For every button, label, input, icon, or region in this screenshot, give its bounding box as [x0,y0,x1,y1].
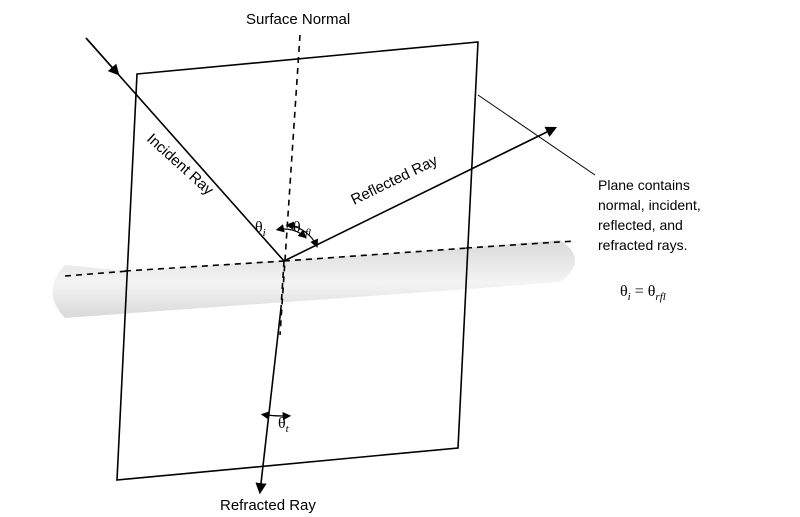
equation-theta-i-eq-theta-rfl: θi = θrfl [620,283,666,303]
interface-surface [53,240,576,318]
refracted-ray-label: Refracted Ray [220,497,316,514]
theta-t-label: θt [278,415,290,435]
reflected-ray-label: Reflected Ray [348,152,441,209]
incident-ray-arrow [86,38,118,74]
plane-note-line-1: Plane contains [598,177,690,193]
theta-rfl-label: θrfl [293,219,311,239]
plane-note-line-3: reflected, and [598,217,683,233]
incident-ray-label: Incident Ray [143,130,217,199]
leader-line [478,95,595,175]
theta-i-label: θi [255,219,266,239]
plane-note-line-2: normal, incident, [598,197,701,213]
plane-note-line-4: refracted rays. [598,237,687,253]
surface-normal-label: Surface Normal [246,11,350,28]
reflected-ray [284,128,555,261]
